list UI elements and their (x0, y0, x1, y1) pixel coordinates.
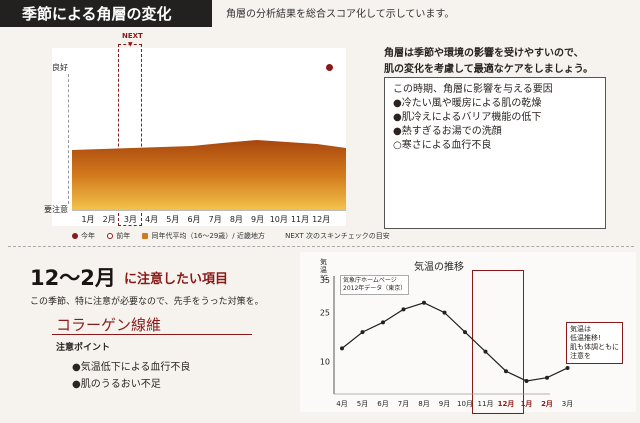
score-month-tick: 1月 (81, 215, 95, 224)
temp-x-tick: 9月 (439, 400, 450, 408)
temp-chart-title: 気温の推移 (414, 262, 464, 273)
focus-topic-underline (52, 334, 252, 335)
temp-x-tick: 1月 (521, 400, 533, 408)
legend-current-dot (72, 233, 78, 239)
risk-factor-box: この時期、角層に影響を与える要因 ●冷たい風や暖房による肌の乾燥 ●肌冷えによる… (384, 77, 606, 229)
focus-intro: この季節、特に注意が必要なので、先手をうった対策を。 (30, 297, 264, 307)
focus-topic: コラーゲン線維 (56, 316, 162, 334)
score-month-tick: 11月 (290, 215, 310, 224)
temp-point (504, 369, 508, 374)
temp-point (483, 349, 488, 354)
risk-item: ●冷たい風や暖房による肌の乾燥 (393, 98, 542, 109)
temp-point (401, 307, 406, 312)
temp-point (545, 375, 549, 380)
score-y-top-label: 良好 (52, 63, 68, 72)
temp-y-tick: 35 (320, 276, 330, 285)
legend-current: 今年 (72, 232, 95, 240)
temp-x-tick: 10月 (457, 400, 473, 408)
next-highlight-box (118, 44, 142, 226)
page-subtitle: 角層の分析結果を総合スコア化して示しています。 (226, 9, 455, 20)
points-title: 注意ポイント (56, 343, 111, 353)
temp-x-tick: 6月 (377, 400, 388, 408)
legend-previous-dot (107, 233, 114, 239)
score-month-tick: 3月 (123, 215, 137, 224)
advice-line-2: 肌の変化を考慮して最適なケアをしましょう。 (384, 64, 594, 75)
temp-source-line: 2012年データ（東京） (343, 285, 407, 292)
risk-item: ○寒さによる血行不良 (393, 140, 492, 151)
legend: 今年 前年 同年代平均（16～29歳）/ 近畿地方 NEXT 次のスキンチェック… (72, 231, 390, 241)
score-month-tick: 8月 (229, 215, 243, 224)
score-month-tick: 9月 (251, 215, 265, 224)
temp-y-label: 気温 ℃ (320, 258, 328, 282)
temp-line-chart: 10 25 35 4月 5月 6月 7月 8月 9月 10月 11月 12月 1月 2月 3月 (320, 276, 573, 408)
temp-annotation: 気温は 低温推移! 肌も体調ともに 注意を (566, 322, 623, 364)
score-y-bottom-label: 要注意 (44, 205, 68, 214)
legend-average: 同年代平均（16～29歳）/ 近畿地方 (142, 232, 265, 240)
temp-x-tick: 2月 (541, 400, 553, 408)
score-month-tick: 12月 (312, 215, 331, 224)
temp-source-line: 気象庁ホームページ (343, 277, 397, 284)
header-bar (0, 0, 212, 27)
annotation-line: 注意を (570, 352, 591, 360)
temp-point (381, 320, 385, 325)
temp-point (524, 378, 529, 383)
current-score-marker (326, 64, 333, 71)
point-item: ●肌のうるおい不足 (72, 379, 161, 390)
score-area-chart (72, 140, 346, 210)
temp-y-tick: 10 (320, 357, 330, 366)
score-month-tick: 10月 (269, 215, 288, 224)
annotation-line: 肌も体調ともに (570, 343, 619, 351)
temp-point (442, 310, 447, 315)
score-month-tick: 5月 (166, 215, 180, 224)
focus-period: 12～2月 (30, 266, 116, 290)
annotation-line: 低温推移! (570, 334, 601, 342)
section-divider (8, 246, 634, 247)
temp-point (422, 300, 426, 305)
legend-next: NEXT 次のスキンチェックの目安 (285, 232, 390, 240)
temp-source-box: 気象庁ホームページ 2012年データ（東京） (340, 275, 410, 295)
page-title: 季節による角層の変化 (22, 5, 172, 23)
legend-average-swatch (142, 233, 149, 239)
temp-x-tick: 3月 (562, 400, 573, 408)
temp-series-line (341, 302, 568, 382)
temp-x-tick: 7月 (398, 400, 409, 408)
score-month-tick: 4月 (145, 215, 159, 224)
score-area (72, 140, 346, 210)
temp-x-tick: 5月 (357, 400, 368, 408)
winter-highlight-box (472, 270, 524, 414)
annotation-line: 気温は (570, 325, 591, 333)
legend-previous: 前年 (107, 232, 130, 240)
score-y-axis (68, 74, 69, 204)
temp-y-tick: 25 (320, 309, 330, 318)
temp-point (565, 365, 570, 370)
temp-point (463, 330, 467, 335)
temp-x-tick: 12月 (498, 400, 515, 408)
advice-line-1: 角層は季節や環境の影響を受けやすいので、 (384, 48, 584, 59)
next-label: NEXT (122, 32, 143, 40)
temp-point (340, 346, 344, 351)
risk-item: ●肌冷えによるバリア機能の低下 (393, 112, 542, 123)
score-month-tick: 2月 (102, 215, 116, 224)
focus-period-suffix: に注意したい項目 (124, 272, 229, 287)
temp-x-tick: 8月 (418, 400, 429, 408)
risk-item: ●熱すぎるお湯での洗顔 (393, 126, 502, 137)
temp-x-tick: 11月 (478, 400, 494, 408)
temp-point (360, 330, 365, 335)
point-item: ●気温低下による血行不良 (72, 362, 191, 373)
score-month-tick: 7月 (208, 215, 222, 224)
score-month-tick: 6月 (187, 215, 201, 224)
risk-box-title: この時期、角層に影響を与える要因 (393, 84, 553, 95)
score-x-axis (72, 210, 346, 211)
temp-x-tick: 4月 (336, 400, 347, 408)
